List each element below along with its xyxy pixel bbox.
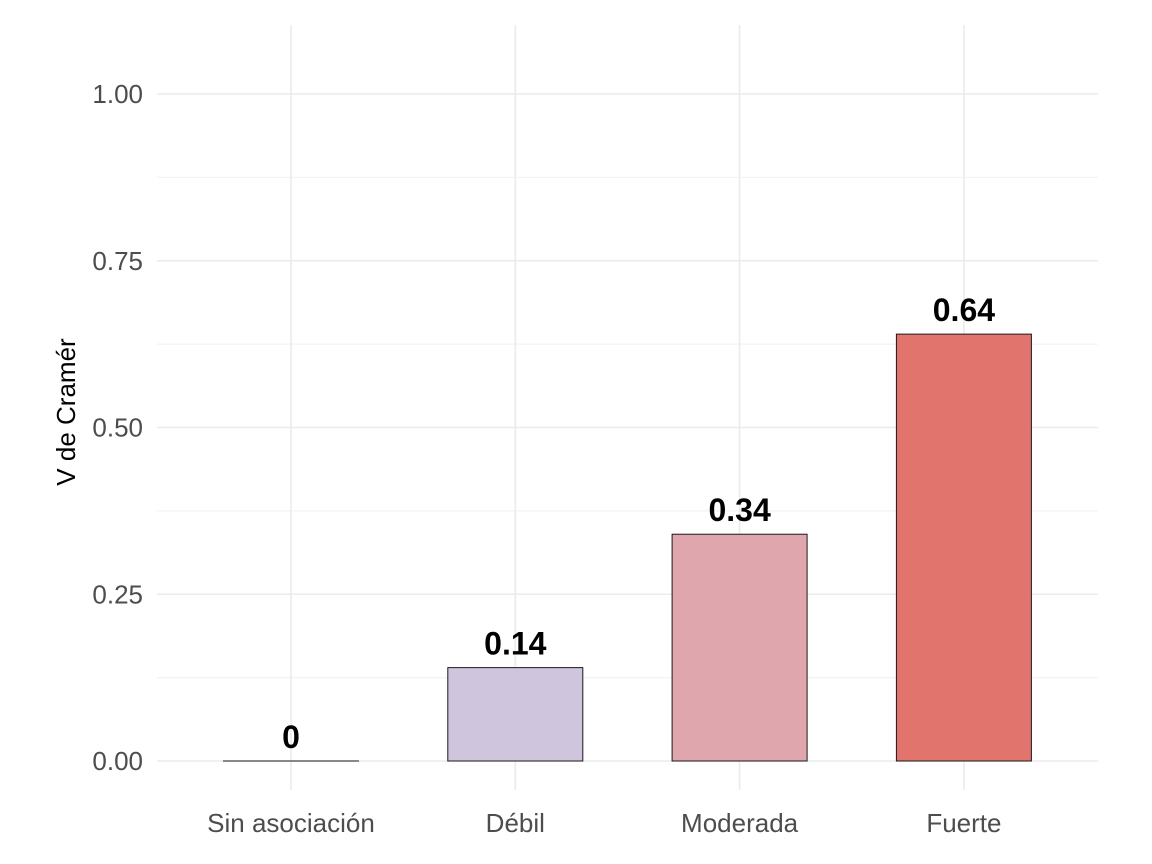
data-labels: 0 0.14 0.34 0.64 xyxy=(282,292,995,755)
x-tick-label: Sin asociación xyxy=(207,808,375,838)
bars xyxy=(223,333,1032,762)
x-tick-label: Moderada xyxy=(681,808,799,838)
data-label: 0.14 xyxy=(484,626,546,662)
bar-moderada xyxy=(671,533,808,762)
y-tick-label: 0.25 xyxy=(92,579,143,609)
y-axis-ticks: 0.00 0.25 0.50 0.75 1.00 xyxy=(92,79,143,776)
data-label: 0.34 xyxy=(708,492,770,528)
x-axis-ticks: Sin asociación Débil Moderada Fuerte xyxy=(207,808,1001,838)
x-tick-label: Fuerte xyxy=(926,808,1001,838)
x-tick-label: Débil xyxy=(486,808,545,838)
data-label: 0.64 xyxy=(933,292,995,328)
bar-débil xyxy=(447,667,584,762)
y-tick-label: 1.00 xyxy=(92,79,143,109)
data-label: 0 xyxy=(282,719,300,755)
y-tick-label: 0.50 xyxy=(92,413,143,443)
y-tick-label: 0.00 xyxy=(92,746,143,776)
y-tick-label: 0.75 xyxy=(92,246,143,276)
y-axis-title: V de Cramér xyxy=(51,338,81,486)
bar-fuerte xyxy=(895,333,1032,762)
